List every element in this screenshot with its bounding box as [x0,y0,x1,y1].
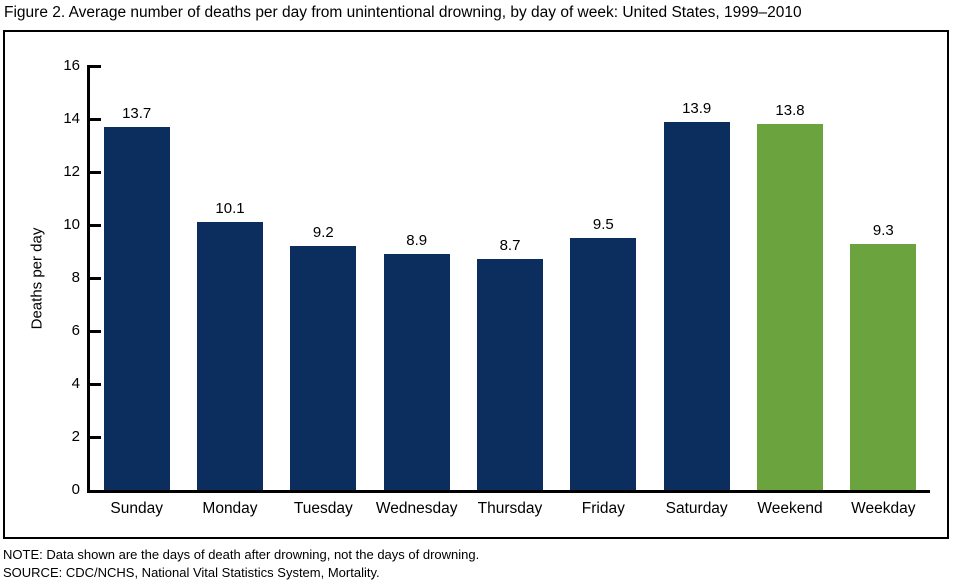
y-axis-tick [87,329,101,333]
y-axis-tick-label: 16 [63,57,80,74]
bar-weekend [757,124,823,490]
bar-value-label-monday: 10.1 [215,200,245,218]
y-axis-tick [87,382,101,386]
x-axis-label-weekday: Weekday [851,500,916,517]
bar-value-label-wednesday: 8.9 [406,232,428,250]
plot-area: Deaths per day 0 2 4 6 8 10 12 14 16 13.7 Sunday 1… [29,57,930,517]
bar-value-label-tuesday: 9.2 [312,224,334,242]
y-axis-tick [87,276,101,280]
bar-value-label-weekend: 13.8 [775,102,805,120]
bar-value-label-friday: 9.5 [592,216,614,234]
bar-value-label-thursday: 8.7 [499,237,521,255]
y-axis-tick-label: 6 [71,322,80,339]
bar-thursday [477,259,543,490]
x-axis-label-thursday: Thursday [477,500,543,517]
y-axis-tick-label: 0 [71,481,80,498]
x-axis-label-tuesday: Tuesday [293,500,353,517]
y-axis-tick [87,223,101,227]
y-axis-tick-label: 8 [71,269,80,286]
bar-tuesday [290,246,357,490]
x-axis-label-saturday: Saturday [665,500,728,517]
x-axis-label-sunday: Sunday [110,500,163,517]
bar-saturday [663,121,730,490]
note-text: NOTE: Data shown are the days of death a… [3,547,480,562]
bar-friday [570,238,637,490]
y-axis-tick [87,170,101,174]
y-axis-tick-label: 12 [63,163,80,180]
bar-sunday [103,126,170,490]
bar-monday [197,222,263,490]
y-axis-line [87,66,90,493]
figure-title: Figure 2. Average number of deaths per d… [4,4,802,21]
y-axis-tick-label: 4 [71,375,80,392]
bar-value-label-weekday: 9.3 [872,221,894,239]
x-axis-line [87,490,930,493]
y-axis-tick-label: 14 [63,110,80,127]
bar-wednesday [383,254,450,490]
y-axis-tick [87,117,101,121]
bar-value-label-sunday: 13.7 [122,104,152,122]
y-axis-tick [87,64,101,68]
source-text: SOURCE: CDC/NCHS, National Vital Statist… [3,564,380,580]
y-axis-tick-label: 10 [63,216,80,233]
footnotes: NOTE: Data shown are the days of death a… [3,546,479,581]
bar-weekday [850,243,917,490]
bar-value-label-saturday: 13.9 [682,99,712,117]
chart-frame: Deaths per day 0 2 4 6 8 10 12 14 16 13.7 Sunday 1… [3,30,949,539]
x-axis-label-weekend: Weekend [757,500,823,517]
y-axis-tick-label: 2 [71,428,80,445]
y-axis-labels: 0 2 4 6 8 10 12 14 16 [38,57,80,498]
x-axis-label-friday: Friday [581,500,625,517]
x-axis-label-wednesday: Wednesday [375,500,458,517]
x-axis-label-monday: Monday [202,500,258,517]
y-axis-tick [87,435,101,439]
